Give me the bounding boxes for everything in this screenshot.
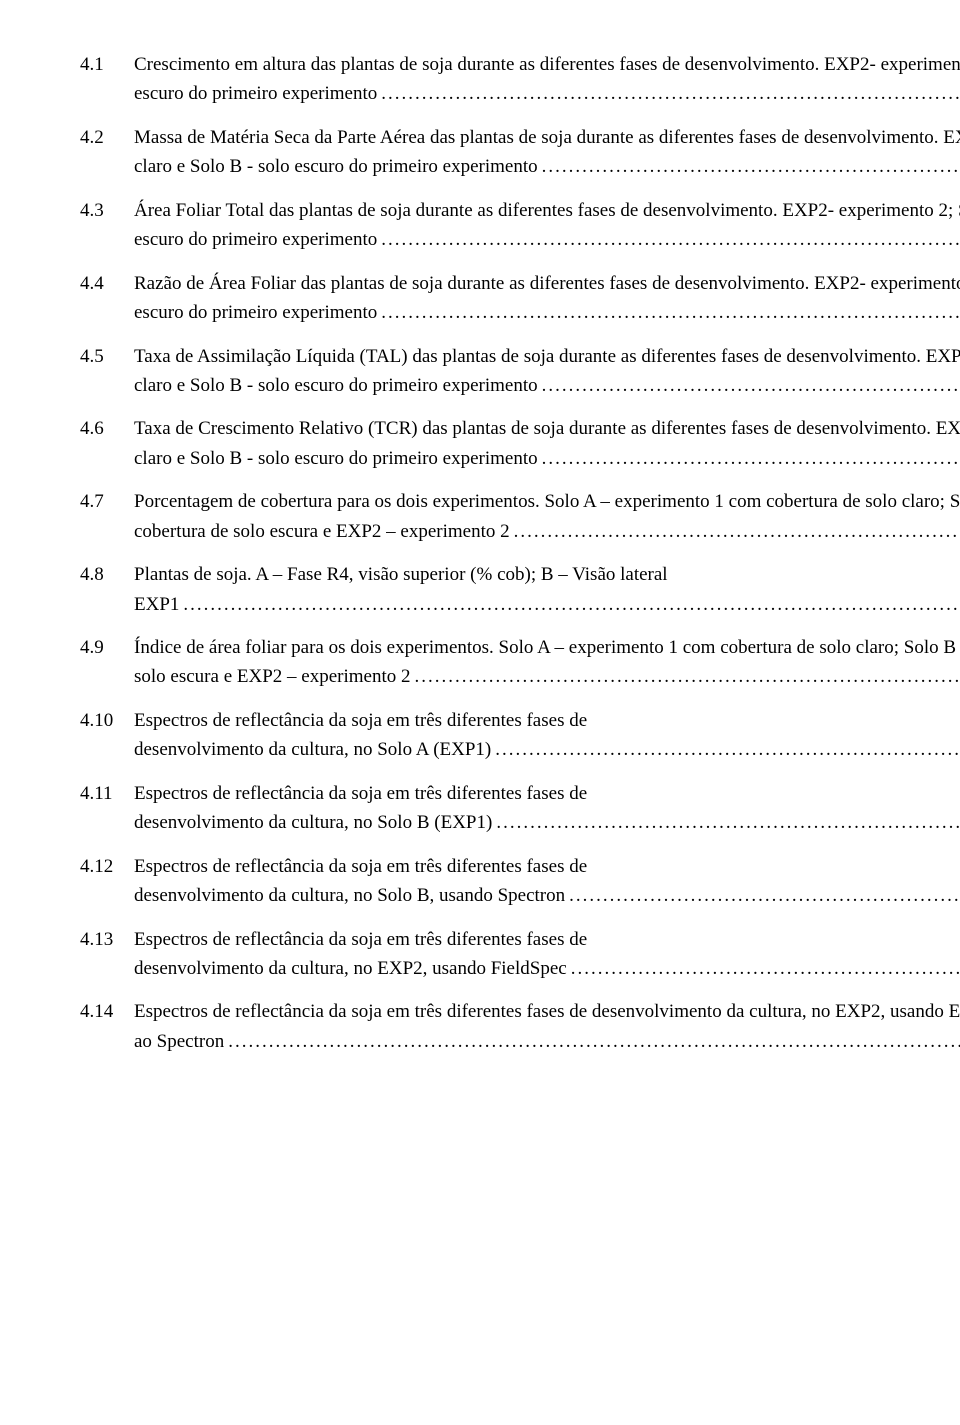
entry-number: 4.5	[80, 342, 134, 371]
toc-entry: 4.12Espectros de reflectância da soja em…	[80, 852, 880, 911]
dot-leader: ........................................…	[410, 662, 960, 691]
toc-entry: 4.3Área Foliar Total das plantas de soja…	[80, 196, 880, 255]
toc-entry: 4.13Espectros de reflectância da soja em…	[80, 925, 880, 984]
entry-text-last: claro e Solo B - solo escuro do primeiro…	[134, 444, 538, 473]
toc-entry: 4.5Taxa de Assimilação Líquida (TAL) das…	[80, 342, 880, 401]
entry-last-line: claro e Solo B - solo escuro do primeiro…	[134, 371, 960, 400]
entry-body: Índice de área foliar para os dois exper…	[134, 633, 960, 692]
entry-last-line: desenvolvimento da cultura, no EXP2, usa…	[134, 954, 960, 983]
entry-body: Espectros de reflectância da soja em trê…	[134, 779, 960, 838]
entry-text-last: ao Spectron	[134, 1027, 224, 1056]
entry-last-line: solo escura e EXP2 – experimento 2......…	[134, 662, 960, 691]
entry-text-main: Taxa de Assimilação Líquida (TAL) das pl…	[134, 342, 960, 371]
dot-leader: ........................................…	[538, 152, 960, 181]
entry-text-main: Razão de Área Foliar das plantas de soja…	[134, 269, 960, 298]
entry-last-line: EXP1....................................…	[134, 590, 960, 619]
entry-last-line: desenvolvimento da cultura, no Solo B, u…	[134, 881, 960, 910]
entry-text-main: Porcentagem de cobertura para os dois ex…	[134, 487, 960, 516]
entry-text-main: Taxa de Crescimento Relativo (TCR) das p…	[134, 414, 960, 443]
entry-number: 4.11	[80, 779, 134, 808]
entry-number: 4.6	[80, 414, 134, 443]
entry-body: Taxa de Crescimento Relativo (TCR) das p…	[134, 414, 960, 473]
toc-entry: 4.6Taxa de Crescimento Relativo (TCR) da…	[80, 414, 880, 473]
dot-leader: ........................................…	[510, 517, 960, 546]
entry-body: Massa de Matéria Seca da Parte Aérea das…	[134, 123, 960, 182]
dot-leader: ........................................…	[492, 808, 960, 837]
entry-text-last: solo escura e EXP2 – experimento 2	[134, 662, 410, 691]
dot-leader: ........................................…	[377, 225, 960, 254]
entry-text-main: Espectros de reflectância da soja em trê…	[134, 852, 960, 881]
entry-last-line: claro e Solo B - solo escuro do primeiro…	[134, 444, 960, 473]
dot-leader: ........................................…	[538, 371, 960, 400]
entry-text-last: desenvolvimento da cultura, no EXP2, usa…	[134, 954, 567, 983]
entry-number: 4.7	[80, 487, 134, 516]
entry-text-last: escuro do primeiro experimento	[134, 298, 377, 327]
toc-entry: 4.10Espectros de reflectância da soja em…	[80, 706, 880, 765]
entry-text-main: Espectros de reflectância da soja em trê…	[134, 997, 960, 1026]
entry-text-last: desenvolvimento da cultura, no Solo B, u…	[134, 881, 565, 910]
toc-entry: 4.14Espectros de reflectância da soja em…	[80, 997, 880, 1056]
entry-last-line: ao Spectron.............................…	[134, 1027, 960, 1056]
entry-number: 4.10	[80, 706, 134, 735]
toc-entry: 4.2Massa de Matéria Seca da Parte Aérea …	[80, 123, 880, 182]
entry-body: Razão de Área Foliar das plantas de soja…	[134, 269, 960, 328]
table-of-contents: 4.1Crescimento em altura das plantas de …	[80, 50, 880, 1056]
entry-text-main: Espectros de reflectância da soja em trê…	[134, 925, 960, 954]
dot-leader: ........................................…	[377, 79, 960, 108]
toc-entry: 4.4Razão de Área Foliar das plantas de s…	[80, 269, 880, 328]
dot-leader: ........................................…	[491, 735, 960, 764]
entry-number: 4.2	[80, 123, 134, 152]
entry-text-main: Crescimento em altura das plantas de soj…	[134, 50, 960, 79]
entry-last-line: desenvolvimento da cultura, no Solo B (E…	[134, 808, 960, 837]
dot-leader: ........................................…	[567, 954, 960, 983]
dot-leader: ........................................…	[565, 881, 960, 910]
entry-body: Espectros de reflectância da soja em trê…	[134, 925, 960, 984]
entry-body: Crescimento em altura das plantas de soj…	[134, 50, 960, 109]
entry-number: 4.8	[80, 560, 134, 589]
entry-number: 4.3	[80, 196, 134, 225]
dot-leader: ........................................…	[224, 1027, 960, 1056]
entry-text-last: claro e Solo B - solo escuro do primeiro…	[134, 152, 538, 181]
entry-text-main: Espectros de reflectância da soja em trê…	[134, 706, 960, 735]
entry-number: 4.4	[80, 269, 134, 298]
entry-text-last: desenvolvimento da cultura, no Solo B (E…	[134, 808, 492, 837]
entry-number: 4.9	[80, 633, 134, 662]
entry-last-line: desenvolvimento da cultura, no Solo A (E…	[134, 735, 960, 764]
entry-number: 4.1	[80, 50, 134, 79]
dot-leader: ........................................…	[179, 590, 960, 619]
entry-body: Espectros de reflectância da soja em trê…	[134, 706, 960, 765]
entry-last-line: claro e Solo B - solo escuro do primeiro…	[134, 152, 960, 181]
entry-body: Espectros de reflectância da soja em trê…	[134, 852, 960, 911]
entry-text-last: EXP1	[134, 590, 179, 619]
dot-leader: ........................................…	[538, 444, 960, 473]
entry-last-line: escuro do primeiro experimento..........…	[134, 79, 960, 108]
entry-body: Taxa de Assimilação Líquida (TAL) das pl…	[134, 342, 960, 401]
toc-entry: 4.9Índice de área foliar para os dois ex…	[80, 633, 880, 692]
entry-text-last: cobertura de solo escura e EXP2 – experi…	[134, 517, 510, 546]
entry-body: Espectros de reflectância da soja em trê…	[134, 997, 960, 1056]
entry-text-main: Espectros de reflectância da soja em trê…	[134, 779, 960, 808]
entry-body: Porcentagem de cobertura para os dois ex…	[134, 487, 960, 546]
entry-text-last: escuro do primeiro experimento	[134, 225, 377, 254]
toc-entry: 4.8Plantas de soja. A – Fase R4, visão s…	[80, 560, 880, 619]
toc-entry: 4.1Crescimento em altura das plantas de …	[80, 50, 880, 109]
dot-leader: ........................................…	[377, 298, 960, 327]
entry-text-last: escuro do primeiro experimento	[134, 79, 377, 108]
entry-number: 4.14	[80, 997, 134, 1026]
entry-last-line: cobertura de solo escura e EXP2 – experi…	[134, 517, 960, 546]
entry-text-main: Área Foliar Total das plantas de soja du…	[134, 196, 960, 225]
entry-body: Área Foliar Total das plantas de soja du…	[134, 196, 960, 255]
entry-last-line: escuro do primeiro experimento..........…	[134, 225, 960, 254]
toc-entry: 4.7Porcentagem de cobertura para os dois…	[80, 487, 880, 546]
entry-text-main: Massa de Matéria Seca da Parte Aérea das…	[134, 123, 960, 152]
entry-text-last: claro e Solo B - solo escuro do primeiro…	[134, 371, 538, 400]
toc-entry: 4.11Espectros de reflectância da soja em…	[80, 779, 880, 838]
entry-body: Plantas de soja. A – Fase R4, visão supe…	[134, 560, 960, 619]
entry-text-main: Plantas de soja. A – Fase R4, visão supe…	[134, 560, 960, 589]
entry-number: 4.13	[80, 925, 134, 954]
entry-number: 4.12	[80, 852, 134, 881]
entry-last-line: escuro do primeiro experimento..........…	[134, 298, 960, 327]
entry-text-last: desenvolvimento da cultura, no Solo A (E…	[134, 735, 491, 764]
entry-text-main: Índice de área foliar para os dois exper…	[134, 633, 960, 662]
